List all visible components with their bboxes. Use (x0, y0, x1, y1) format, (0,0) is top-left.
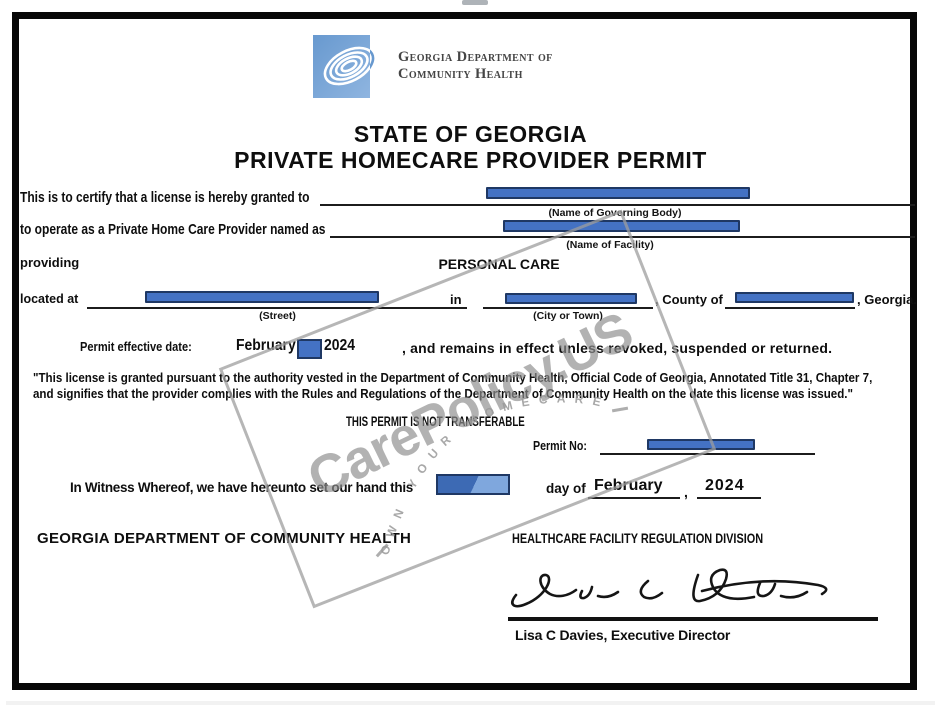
witness-comma: , (684, 484, 688, 500)
caption-governing-body: (Name of Governing Body) (548, 207, 682, 219)
agency-name: Georgia Department of Community Health (398, 49, 553, 83)
field-line-witness-month (588, 497, 680, 499)
signer-name: Lisa C Davies, Executive Director (515, 627, 731, 643)
signature-line (508, 617, 878, 621)
redaction-permit-no: PHCP012021 (647, 436, 755, 453)
redaction-cover (505, 293, 637, 304)
title-state: STATE OF GEORGIA (353, 121, 588, 147)
page-edge-shadow (6, 701, 935, 705)
redaction-cover (486, 187, 750, 199)
logo-swirl-icon (313, 35, 375, 98)
caption-city: (City or Town) (533, 310, 603, 322)
redaction-county: GWINNETT (735, 289, 854, 306)
field-line-facility (330, 236, 915, 238)
located-at-label: located at (20, 292, 79, 306)
in-label: in (450, 292, 462, 307)
title-permit: PRIVATE HOMECARE PROVIDER PERMIT (234, 147, 707, 173)
redaction-effective-day (297, 339, 322, 359)
providing-label: providing (20, 255, 80, 270)
redaction-city: DULUTH (505, 290, 637, 307)
redaction-cover (503, 220, 740, 232)
redaction-cover (145, 291, 379, 303)
field-line-permit-no (600, 453, 815, 455)
permit-no-label: Permit No: (533, 438, 587, 453)
legal-text-line2: and signifies that the provider complies… (33, 386, 854, 401)
field-line-witness-year (697, 497, 761, 499)
dch-logo (313, 35, 391, 100)
effective-date-label: Permit effective date: (80, 339, 192, 354)
witness-year: 2024 (705, 477, 745, 494)
certificate-border-frame (12, 12, 917, 690)
operate-label: to operate as a Private Home Care Provid… (20, 221, 326, 238)
org-left: GEORGIA DEPARTMENT OF COMMUNITY HEALTH (37, 530, 412, 547)
legal-text-line1: "This license is granted pursuant to the… (33, 370, 873, 385)
field-line-city (483, 307, 653, 309)
director-signature (502, 551, 832, 613)
day-of-label: day of (546, 481, 586, 496)
effective-clause: , and remains in effect unless revoked, … (402, 340, 833, 356)
effective-year: 2024 (324, 337, 356, 354)
effective-month: February (236, 337, 296, 354)
witness-label: In Witness Whereof, we have hereunto set… (70, 480, 413, 495)
redaction-cover (735, 292, 854, 303)
field-line-street (87, 307, 467, 309)
field-line-governing-body (320, 204, 915, 206)
agency-name-line2: Community Health (398, 66, 523, 82)
caption-street: (Street) (259, 310, 296, 322)
redaction-street: 1650 GRANITE PLACE (145, 288, 379, 306)
agency-name-line1: Georgia Department of (398, 49, 553, 65)
service-type: PERSONAL CARE (438, 256, 560, 272)
caption-facility: (Name of Facility) (566, 239, 654, 251)
redaction-facility: ADVANCE PERSONAL CARE LLC (503, 217, 740, 235)
certify-label: This is to certify that a license is her… (20, 189, 310, 206)
redaction-witness-day (436, 474, 510, 495)
redaction-governing-body: ADVANCE PERSONAL CARE LLC (486, 184, 750, 202)
org-right: HEALTHCARE FACILITY REGULATION DIVISION (512, 530, 764, 546)
county-label: , County of (655, 292, 723, 307)
not-transferable-label: THIS PERMIT IS NOT TRANSFERABLE (346, 414, 525, 429)
signature-icon (511, 568, 828, 608)
witness-month: February (594, 477, 663, 494)
state-suffix: , Georgia. (857, 292, 917, 307)
scan-artifact (462, 0, 488, 5)
field-line-county (725, 307, 855, 309)
redaction-cover (647, 439, 755, 450)
